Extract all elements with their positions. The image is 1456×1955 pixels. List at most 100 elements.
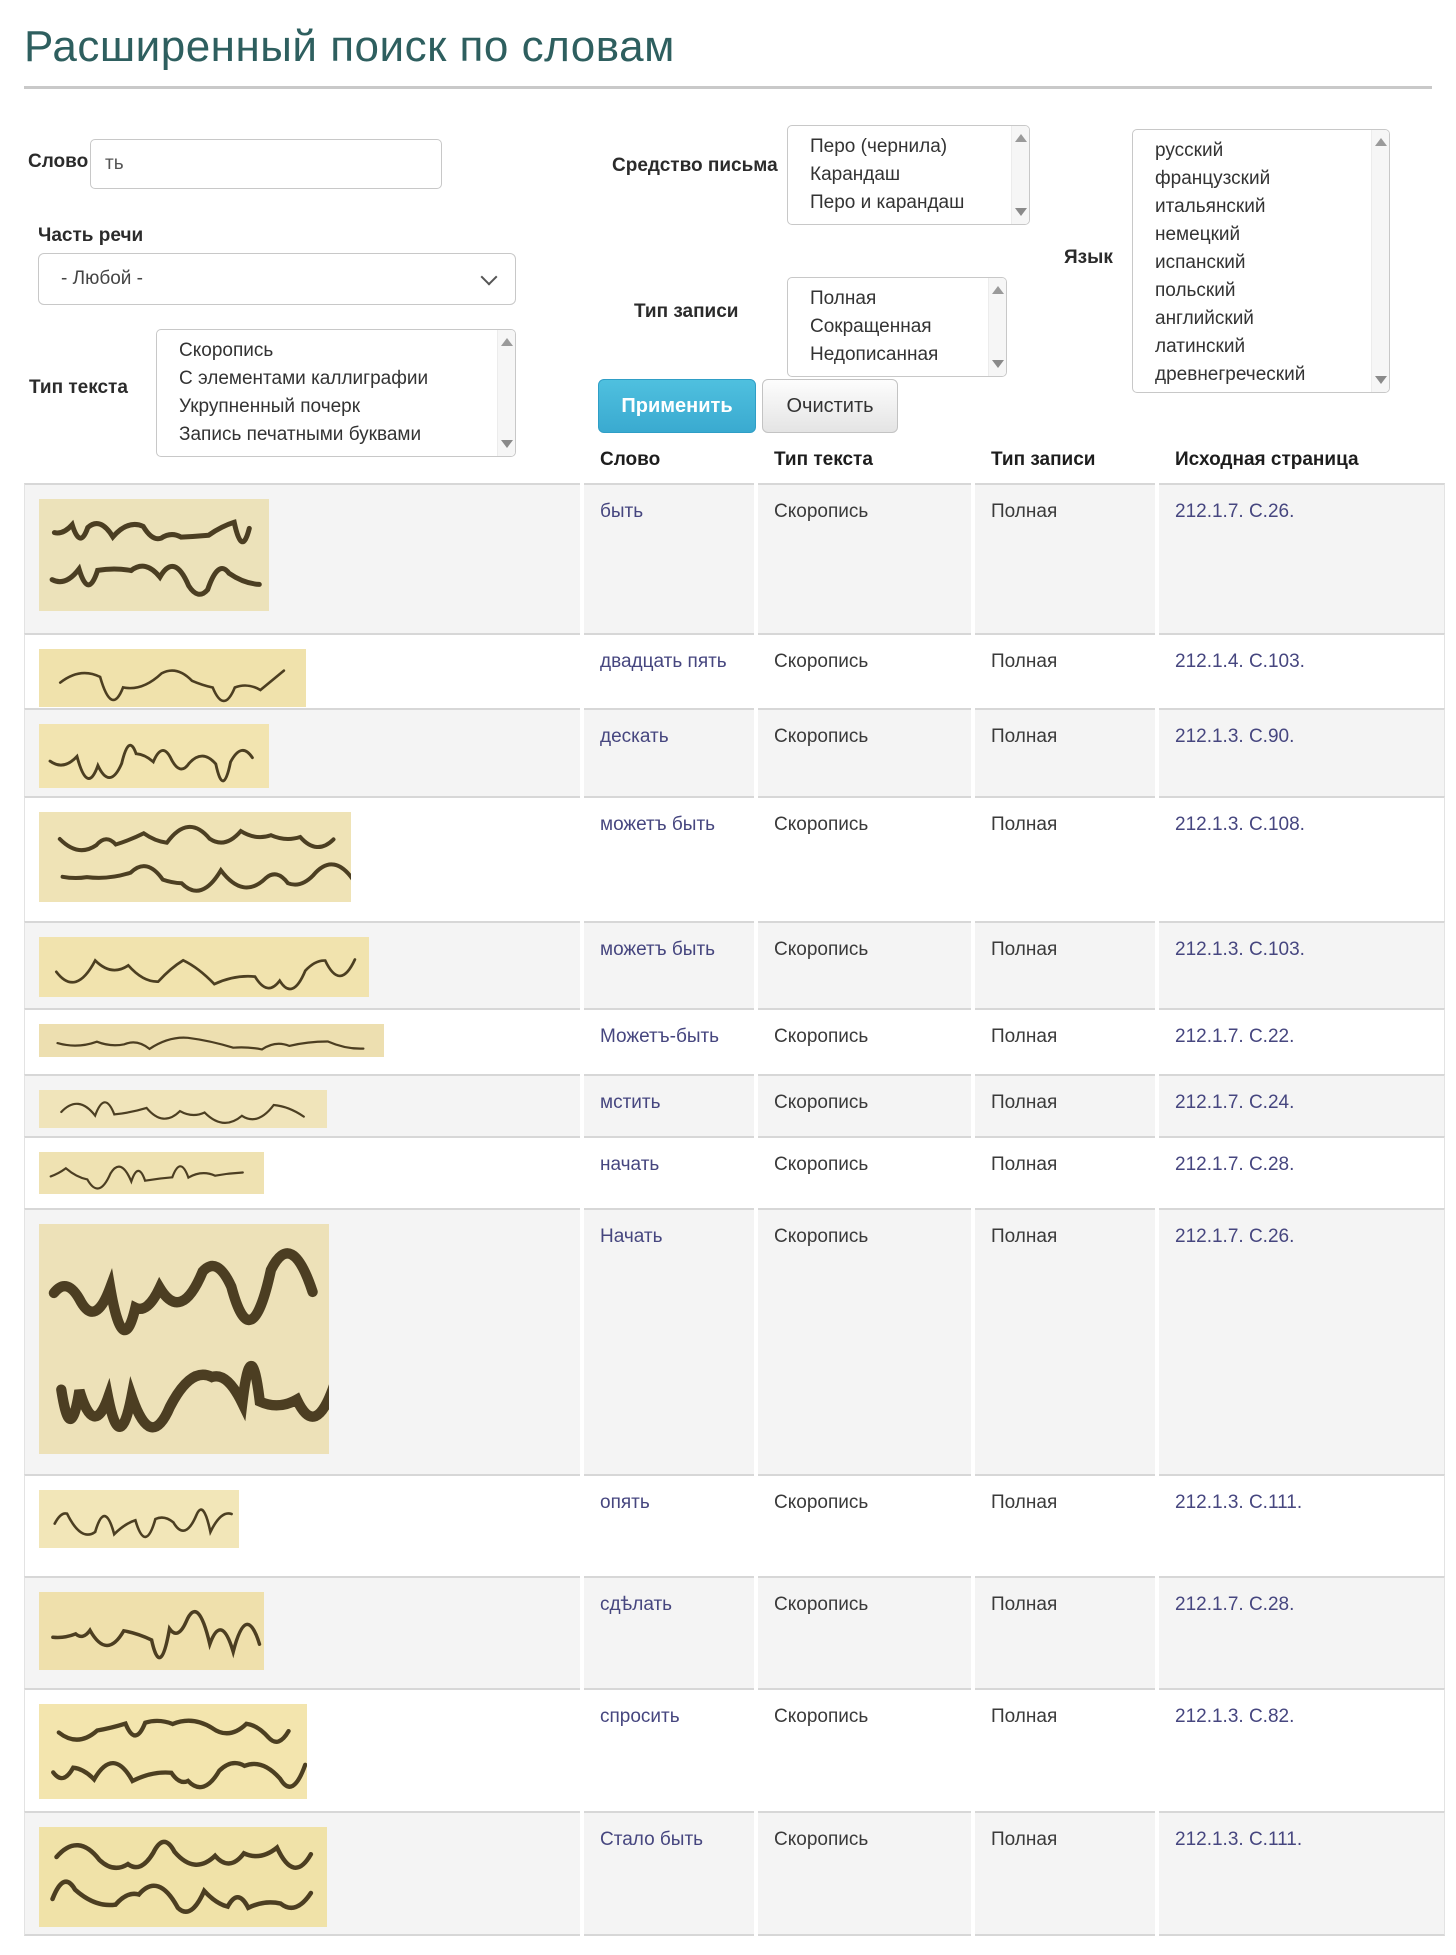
scroll-up-icon[interactable] — [501, 338, 513, 346]
listbox-option[interactable]: Недописанная — [810, 344, 939, 365]
handwriting-image[interactable] — [39, 499, 269, 611]
text-type-cell: Скоропись — [758, 633, 971, 708]
word-link[interactable]: двадцать пять — [600, 651, 727, 672]
table-row: можетъ быть Скоропись Полная 212.1.3. С.… — [24, 796, 1445, 921]
handwriting-image[interactable] — [39, 1592, 264, 1670]
table-row: двадцать пять Скоропись Полная 212.1.4. … — [24, 633, 1445, 708]
source-page-link[interactable]: 212.1.3. С.82. — [1175, 1706, 1295, 1727]
text-type-label: Тип текста — [29, 377, 128, 398]
word-link[interactable]: спросить — [600, 1706, 680, 1727]
scrollbar[interactable] — [1011, 126, 1029, 224]
text-type-cell: Скоропись — [758, 1074, 971, 1136]
source-page-link[interactable]: 212.1.7. С.24. — [1175, 1092, 1295, 1113]
source-page-link[interactable]: 212.1.7. С.26. — [1175, 1226, 1295, 1247]
handwriting-image[interactable] — [39, 724, 269, 788]
word-link[interactable]: Начать — [600, 1226, 663, 1247]
source-page-link[interactable]: 212.1.3. С.103. — [1175, 939, 1305, 960]
source-page-link[interactable]: 212.1.3. С.90. — [1175, 726, 1295, 747]
text-type-cell: Скоропись — [758, 1576, 971, 1688]
listbox-option[interactable]: итальянский — [1155, 196, 1266, 217]
word-link[interactable]: Можетъ-быть — [600, 1026, 720, 1047]
word-link[interactable]: начать — [600, 1154, 660, 1175]
scroll-down-icon[interactable] — [1015, 208, 1027, 216]
text-type-cell: Скоропись — [758, 1136, 971, 1208]
scroll-up-icon[interactable] — [1015, 134, 1027, 142]
text-type-cell: Скоропись — [758, 1008, 971, 1074]
handwriting-image[interactable] — [39, 1704, 308, 1799]
listbox-option[interactable]: Сокращенная — [810, 316, 932, 337]
handwriting-image[interactable] — [39, 649, 306, 707]
listbox-option[interactable]: Запись печатными буквами — [179, 424, 422, 445]
scroll-down-icon[interactable] — [992, 360, 1004, 368]
writing-tool-listbox[interactable]: Перо (чернила) Карандаш Перо и карандаш — [787, 125, 1030, 225]
listbox-option[interactable]: Полная — [810, 288, 877, 309]
table-header-row: Слово Тип текста Тип записи Исходная стр… — [24, 441, 1445, 483]
scroll-up-icon[interactable] — [1375, 138, 1387, 146]
record-type-cell: Полная — [975, 1811, 1155, 1936]
scrollbar[interactable] — [1371, 130, 1389, 392]
handwriting-image[interactable] — [39, 1090, 327, 1128]
listbox-option[interactable]: немецкий — [1155, 224, 1241, 245]
word-link[interactable]: можетъ быть — [600, 814, 716, 835]
listbox-option[interactable]: французский — [1155, 168, 1271, 189]
handwriting-image[interactable] — [39, 812, 357, 902]
handwriting-image[interactable] — [39, 1024, 384, 1057]
source-page-link[interactable]: 212.1.7. С.22. — [1175, 1026, 1295, 1047]
word-label: Слово — [28, 151, 89, 172]
word-link[interactable]: Стало быть — [600, 1829, 704, 1850]
listbox-option[interactable]: Перо и карандаш — [810, 192, 965, 213]
source-page-link[interactable]: 212.1.3. С.111. — [1175, 1829, 1303, 1850]
text-type-cell: Скоропись — [758, 708, 971, 796]
header-record-type: Тип записи — [991, 449, 1096, 470]
listbox-option[interactable]: английский — [1155, 308, 1254, 329]
listbox-option[interactable]: польский — [1155, 280, 1236, 301]
handwriting-image[interactable] — [39, 937, 369, 997]
scroll-up-icon[interactable] — [992, 286, 1004, 294]
table-row: быть Скоропись Полная 212.1.7. С.26. — [24, 483, 1445, 633]
scroll-down-icon[interactable] — [1375, 376, 1387, 384]
handwriting-image[interactable] — [39, 1224, 340, 1454]
listbox-option[interactable]: латинский — [1155, 336, 1246, 357]
word-input[interactable] — [90, 139, 442, 189]
text-type-listbox[interactable]: Скоропись С элементами каллиграфии Укрупне… — [156, 329, 516, 457]
word-link[interactable]: опять — [600, 1492, 650, 1513]
record-type-cell: Полная — [975, 483, 1155, 633]
source-page-link[interactable]: 212.1.4. С.103. — [1175, 651, 1305, 672]
language-listbox[interactable]: русский французский итальянский немецкий исп… — [1132, 129, 1390, 393]
advanced-word-search-page: Расширенный поиск по словам Слово Средст… — [0, 22, 1456, 1936]
handwriting-image[interactable] — [39, 1152, 264, 1194]
source-page-link[interactable]: 212.1.3. С.111. — [1175, 1492, 1303, 1513]
record-type-listbox[interactable]: Полная Сокращенная Недописанная — [787, 277, 1007, 377]
table-row: опять Скоропись Полная 212.1.3. С.111. — [24, 1474, 1445, 1576]
listbox-option[interactable]: Укрупненный почерк — [179, 396, 361, 417]
listbox-option[interactable]: испанский — [1155, 252, 1246, 273]
part-of-speech-select[interactable]: - Любой - — [38, 253, 516, 305]
listbox-option[interactable]: Перо (чернила) — [810, 136, 948, 157]
record-type-cell: Полная — [975, 1136, 1155, 1208]
part-of-speech-label: Часть речи — [38, 225, 144, 246]
record-type-cell: Полная — [975, 708, 1155, 796]
listbox-option[interactable]: русский — [1155, 140, 1224, 161]
scroll-down-icon[interactable] — [501, 440, 513, 448]
source-page-link[interactable]: 212.1.7. С.28. — [1175, 1594, 1295, 1615]
table-row: спросить Скоропись Полная 212.1.3. С.82. — [24, 1688, 1445, 1811]
handwriting-image[interactable] — [39, 1827, 327, 1927]
handwriting-image[interactable] — [39, 1490, 239, 1548]
listbox-option[interactable]: С элементами каллиграфии — [179, 368, 429, 389]
word-link[interactable]: можетъ быть — [600, 939, 716, 960]
clear-button[interactable]: Очистить — [762, 379, 898, 433]
listbox-option[interactable]: древнегреческий — [1155, 364, 1306, 385]
word-link[interactable]: сдѣлать — [600, 1594, 673, 1615]
source-page-link[interactable]: 212.1.3. С.108. — [1175, 814, 1305, 835]
listbox-option[interactable]: Скоропись — [179, 340, 274, 361]
scrollbar[interactable] — [497, 330, 515, 456]
apply-button[interactable]: Применить — [598, 379, 756, 433]
source-page-link[interactable]: 212.1.7. С.26. — [1175, 501, 1295, 522]
word-link[interactable]: мстить — [600, 1092, 661, 1113]
record-type-label: Тип записи — [634, 301, 739, 322]
source-page-link[interactable]: 212.1.7. С.28. — [1175, 1154, 1295, 1175]
word-link[interactable]: дескать — [600, 726, 669, 747]
word-link[interactable]: быть — [600, 501, 644, 522]
scrollbar[interactable] — [988, 278, 1006, 376]
listbox-option[interactable]: Карандаш — [810, 164, 901, 185]
